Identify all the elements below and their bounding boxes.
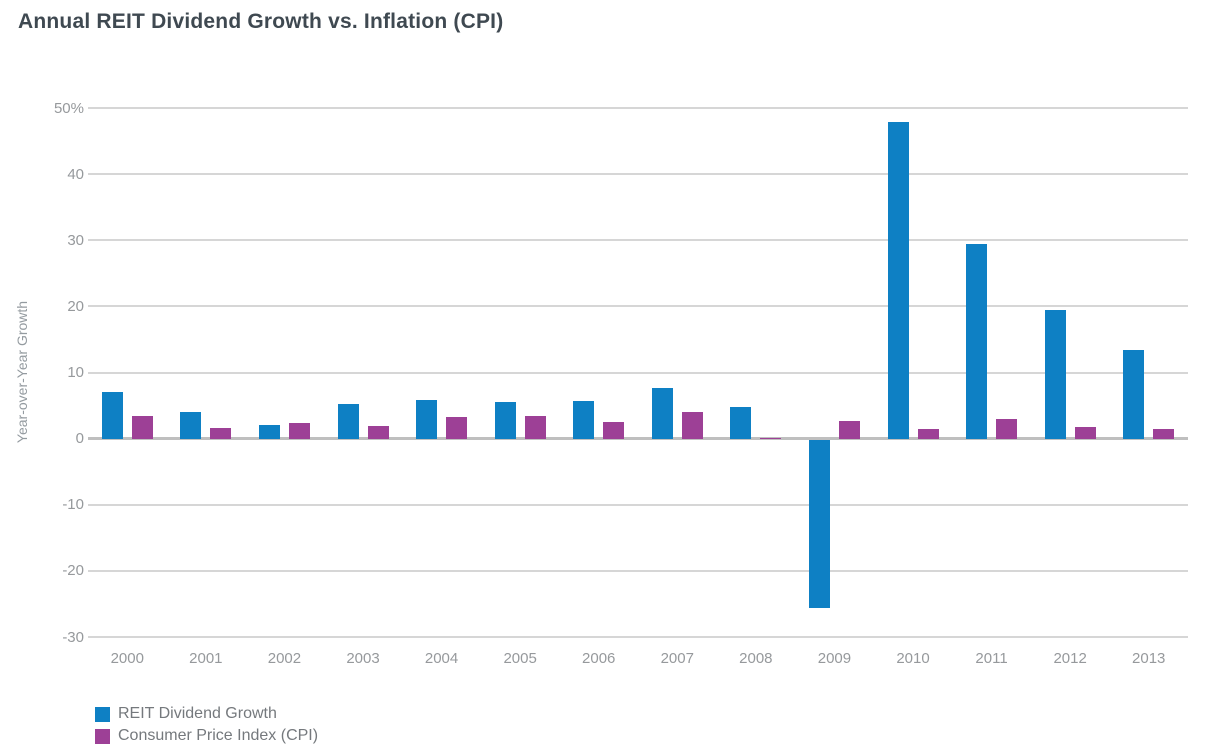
reit-bar-2009 (808, 440, 830, 609)
reit-bar-2000 (101, 392, 123, 439)
cpi-series-swatch (95, 728, 110, 744)
gridline (88, 371, 1188, 374)
reit-bar-2002 (258, 424, 280, 439)
x-tick-label-2000: 2000 (110, 650, 144, 667)
cpi-bar-2011 (996, 418, 1018, 439)
cpi-bar-2001 (210, 428, 232, 439)
reit-bar-2007 (651, 388, 673, 439)
cpi-bar-2007 (681, 411, 703, 439)
x-tick-label-2008: 2008 (739, 650, 773, 667)
cpi-bar-2005 (524, 416, 546, 439)
y-tick-label: -30 (62, 628, 84, 646)
x-tick-label-2010: 2010 (896, 650, 930, 667)
x-tick-label-2007: 2007 (660, 650, 694, 667)
cpi-series-label: Consumer Price Index (CPI) (118, 727, 319, 744)
reit-series-label: REIT Dividend Growth (118, 705, 277, 722)
reit-bar-2001 (180, 412, 202, 439)
x-tick-label-2002: 2002 (267, 650, 302, 667)
cpi-bar-2006 (603, 422, 625, 439)
gridline (88, 305, 1188, 308)
x-tick-label-2013: 2013 (1132, 650, 1166, 667)
reit-bar-2004 (416, 399, 438, 439)
x-tick-label-2003: 2003 (346, 650, 380, 667)
y-tick-label: 0 (75, 430, 84, 448)
gridline (88, 503, 1188, 506)
x-tick-label-2005: 2005 (503, 650, 537, 667)
reit-bar-2003 (337, 403, 359, 439)
cpi-bar-2004 (446, 416, 468, 439)
cpi-bar-2008 (760, 437, 782, 439)
legend: REIT Dividend Growth Consumer Price Inde… (95, 703, 318, 747)
cpi-bar-2010 (917, 428, 939, 439)
gridline (88, 173, 1188, 176)
y-tick-label: -20 (62, 562, 84, 580)
reit-bar-2005 (494, 401, 516, 439)
zero-gridline (88, 437, 1188, 441)
x-tick-label-2004: 2004 (424, 650, 459, 667)
reit-bar-2008 (730, 406, 752, 439)
reit-series-swatch (95, 706, 110, 722)
y-tick-label: 50% (53, 99, 84, 117)
y-tick-label: 40 (67, 165, 84, 183)
y-tick-label: 30 (67, 231, 84, 249)
x-tick-label-2009: 2009 (817, 650, 852, 667)
reit-bar-2012 (1044, 310, 1066, 439)
reit-bar-2010 (887, 121, 909, 439)
chart-title: Annual REIT Dividend Growth vs. Inflatio… (18, 10, 504, 33)
x-tick-label-2011: 2011 (975, 650, 1008, 667)
reit-bar-2013 (1123, 350, 1145, 439)
reit-bar-2006 (573, 400, 595, 439)
cpi-bar-2013 (1153, 428, 1175, 439)
x-tick-label-2012: 2012 (1053, 650, 1087, 667)
reit-bar-2011 (966, 244, 988, 439)
cpi-bar-2002 (288, 422, 310, 439)
cpi-bar-2003 (367, 426, 389, 439)
gridline (88, 569, 1188, 572)
gridline (88, 636, 1188, 638)
cpi-bar-2000 (131, 416, 153, 439)
legend-item-reit: REIT Dividend Growth (95, 703, 318, 725)
y-tick-label: -10 (62, 496, 84, 514)
gridline (88, 239, 1188, 242)
cpi-bar-2009 (838, 420, 860, 439)
gridline (88, 107, 1188, 109)
y-tick-label: 20 (67, 297, 84, 315)
y-tick-label: 10 (67, 364, 84, 381)
legend-item-cpi: Consumer Price Index (CPI) (95, 725, 318, 747)
cpi-bar-2012 (1074, 427, 1096, 439)
x-tick-label-2006: 2006 (582, 650, 616, 667)
x-tick-label-2001: 2001 (189, 650, 223, 667)
